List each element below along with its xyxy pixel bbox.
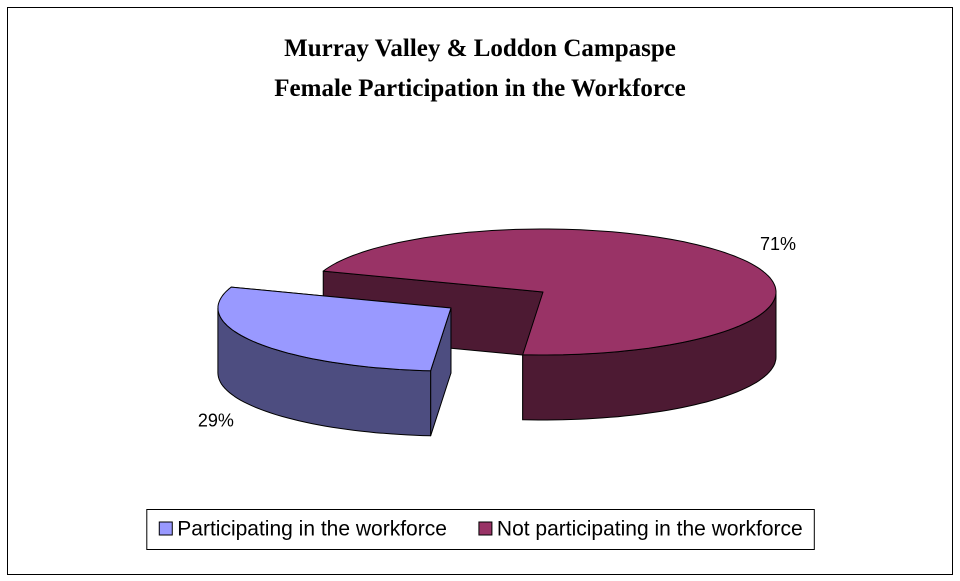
pie-slice bbox=[217, 286, 452, 372]
data-label: 29% bbox=[198, 411, 234, 431]
legend-swatch bbox=[478, 521, 493, 536]
pie-slice bbox=[322, 228, 777, 356]
chart-title: Murray Valley & Loddon Campaspe bbox=[284, 35, 676, 62]
legend-label: Not participating in the workforce bbox=[497, 518, 803, 541]
chart-title: Female Participation in the Workforce bbox=[274, 75, 686, 102]
data-label: 71% bbox=[760, 234, 796, 254]
legend-swatch bbox=[158, 521, 173, 536]
legend-label: Participating in the workforce bbox=[177, 518, 447, 541]
